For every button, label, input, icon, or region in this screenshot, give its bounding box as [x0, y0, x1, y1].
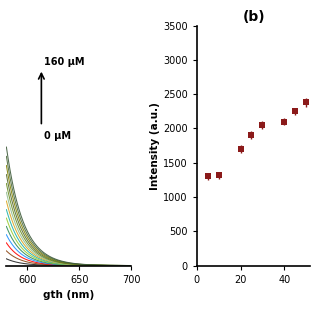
Text: 160 μM: 160 μM	[44, 57, 84, 67]
Title: (b): (b)	[242, 11, 265, 24]
X-axis label: gth (nm): gth (nm)	[43, 290, 94, 300]
Text: 0 μM: 0 μM	[44, 131, 71, 141]
Y-axis label: Intensity (a.u.): Intensity (a.u.)	[150, 102, 160, 189]
